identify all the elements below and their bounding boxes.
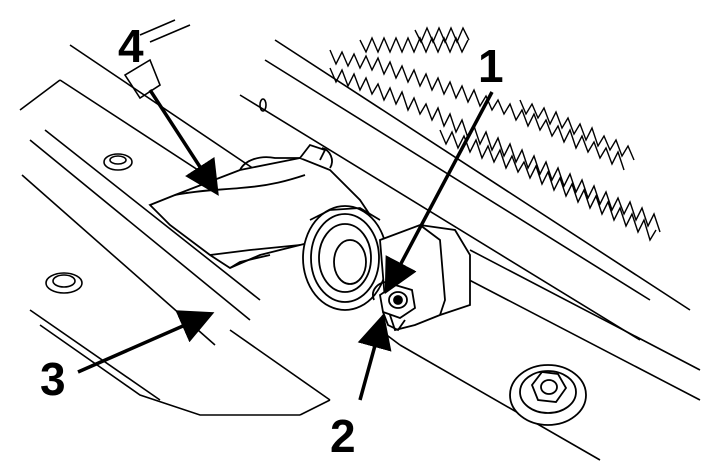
leader-arrows (77, 89, 494, 401)
leader-4 (148, 89, 219, 196)
leader-3 (77, 310, 215, 374)
hex-bolt-bottom-right (509, 364, 587, 426)
callout-3: 3 (40, 353, 66, 405)
mounting-holes (45, 98, 267, 294)
spring-strip-bottom (439, 129, 657, 242)
callout-4: 4 (118, 20, 144, 72)
spring-strip-upper (359, 36, 469, 54)
spring-strips (329, 26, 661, 242)
callout-2: 2 (330, 410, 356, 462)
spring-strip-mid (329, 49, 625, 171)
leader-1 (384, 91, 494, 295)
spring-strip-top (414, 26, 470, 44)
callout-labels: 1 2 3 4 (40, 20, 504, 462)
callout-1: 1 (478, 40, 504, 92)
roller-wheel (302, 205, 388, 311)
frame-outline (19, 19, 701, 461)
leader-2 (357, 313, 392, 401)
spring-strip-lower (329, 67, 661, 233)
